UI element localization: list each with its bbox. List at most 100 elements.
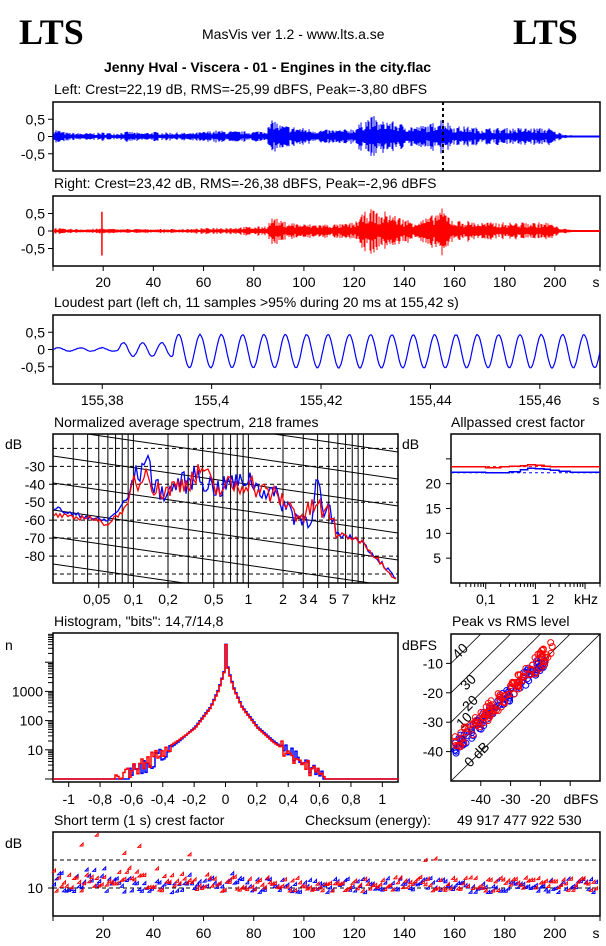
peak-rms-right-point xyxy=(478,711,486,719)
short-term-xunit-label: s xyxy=(593,925,600,941)
time-xtick-label: 80 xyxy=(246,274,262,290)
short-term-right-point xyxy=(216,880,222,885)
short-term-left-point xyxy=(312,878,318,884)
logo-left: LTS xyxy=(19,12,84,52)
short-term-right-point xyxy=(560,876,566,882)
spectrum-slope-line xyxy=(53,536,374,583)
short-term-left-point xyxy=(206,876,212,882)
short-term-right-point xyxy=(101,874,107,879)
short-term-right-point xyxy=(232,874,237,879)
short-term-right-point xyxy=(477,883,483,888)
short-term-left-point xyxy=(437,887,443,892)
short-term-left-point xyxy=(560,879,566,884)
short-term-right-point xyxy=(317,884,323,890)
short-term-right-point xyxy=(249,883,255,889)
short-term-left-point xyxy=(91,867,97,872)
short-term-right-point xyxy=(462,875,468,880)
short-term-right-point xyxy=(254,878,260,884)
short-term-right-point xyxy=(359,888,365,893)
spectrum-slope-line xyxy=(84,434,398,480)
peak-rms-right-point xyxy=(482,710,490,718)
peak-rms-right-point xyxy=(471,714,479,721)
short-term-right-point xyxy=(402,877,408,883)
short-term-right-point xyxy=(99,881,104,887)
peak-rms-crest-label: 30 xyxy=(457,671,479,693)
short-term-right-point xyxy=(131,876,137,882)
peak-rms-frame xyxy=(450,633,601,782)
short-term-right-point xyxy=(171,882,177,888)
short-term-right-point xyxy=(397,874,403,880)
spectrum-slope-line xyxy=(270,434,398,453)
short-term-right-point xyxy=(211,875,217,881)
short-term-right-point xyxy=(558,882,563,888)
short-term-right-point xyxy=(189,879,195,884)
short-term-right-point xyxy=(352,877,358,883)
short-term-right-point xyxy=(372,882,378,887)
short-term-right-point xyxy=(475,884,481,890)
short-term-right-point xyxy=(349,880,355,885)
short-term-left-point xyxy=(239,876,245,882)
short-term-right-point xyxy=(312,886,318,891)
spectrum-slope-line xyxy=(53,482,398,534)
histogram-right-series xyxy=(53,643,399,780)
short-term-right-point xyxy=(508,881,513,887)
short-term-right-point xyxy=(533,884,538,890)
short-term-right-point xyxy=(442,887,448,892)
short-term-right-outlier xyxy=(121,850,127,855)
short-term-right-point xyxy=(500,876,506,882)
short-term-left-point xyxy=(332,876,338,881)
short-term-right-point xyxy=(565,887,571,892)
short-term-right-point xyxy=(387,882,393,888)
short-term-left-point xyxy=(442,878,448,884)
short-term-left-point xyxy=(307,877,312,882)
short-term-right-point xyxy=(159,887,164,893)
short-term-left-point xyxy=(96,878,102,884)
short-term-right-point xyxy=(141,872,147,878)
short-term-right-point xyxy=(267,879,272,885)
peak-rms-crest-line xyxy=(451,634,482,664)
short-term-right-point xyxy=(327,880,333,886)
short-term-right-point xyxy=(392,874,398,880)
short-term-right-point xyxy=(307,884,312,890)
short-term-right-point xyxy=(201,883,207,889)
short-term-right-point xyxy=(161,873,167,879)
histogram-title: Histogram, "bits": 14,7/14,8 xyxy=(54,613,224,629)
histogram-ytick-label: 1000 xyxy=(12,683,43,699)
short-term-right-point xyxy=(184,879,190,885)
short-term-right-point xyxy=(264,874,270,880)
short-term-right-point xyxy=(284,883,290,889)
short-term-right-point xyxy=(68,884,74,890)
short-term-right-point xyxy=(176,880,182,886)
app-title: MasVis ver 1.2 - www.lts.a.se xyxy=(202,26,385,42)
short-term-left-point xyxy=(134,880,139,886)
short-term-left-point xyxy=(83,866,89,872)
short-term-right-point xyxy=(568,876,573,881)
short-term-left-point xyxy=(129,887,134,893)
peak-rms-right-point xyxy=(540,661,548,669)
short-term-right-point xyxy=(88,874,94,879)
histogram-ytick-label: 100 xyxy=(20,713,44,729)
peak-rms-ytick-label: -30 xyxy=(423,714,443,730)
short-term-left-point xyxy=(324,889,330,894)
peak-rms-right-point xyxy=(476,723,484,731)
short-term-left-point xyxy=(362,889,368,895)
checksum-value: 49 917 477 922 530 xyxy=(457,812,582,828)
short-term-right-point xyxy=(518,882,523,887)
short-term-left-point xyxy=(262,887,267,892)
loudest-xtick-label: 155,4 xyxy=(194,392,229,408)
short-term-right-point xyxy=(239,884,245,890)
peak-rms-crest-line xyxy=(451,634,541,723)
short-term-right-point xyxy=(116,869,122,874)
short-term-right-point xyxy=(420,879,425,884)
short-term-right-point xyxy=(237,886,242,892)
short-term-left-point xyxy=(211,879,217,885)
short-term-xtick-label: 180 xyxy=(493,925,517,941)
short-term-xtick-label: 100 xyxy=(292,925,316,941)
short-term-right-point xyxy=(124,869,129,874)
short-term-right-point xyxy=(104,881,109,887)
left-waveform-ytick-label: 0 xyxy=(37,129,45,145)
time-xtick-label: 20 xyxy=(95,274,111,290)
short-term-right-point xyxy=(262,884,267,890)
loudest-xtick-label: 155,46 xyxy=(518,392,561,408)
short-term-right-point xyxy=(523,874,528,880)
